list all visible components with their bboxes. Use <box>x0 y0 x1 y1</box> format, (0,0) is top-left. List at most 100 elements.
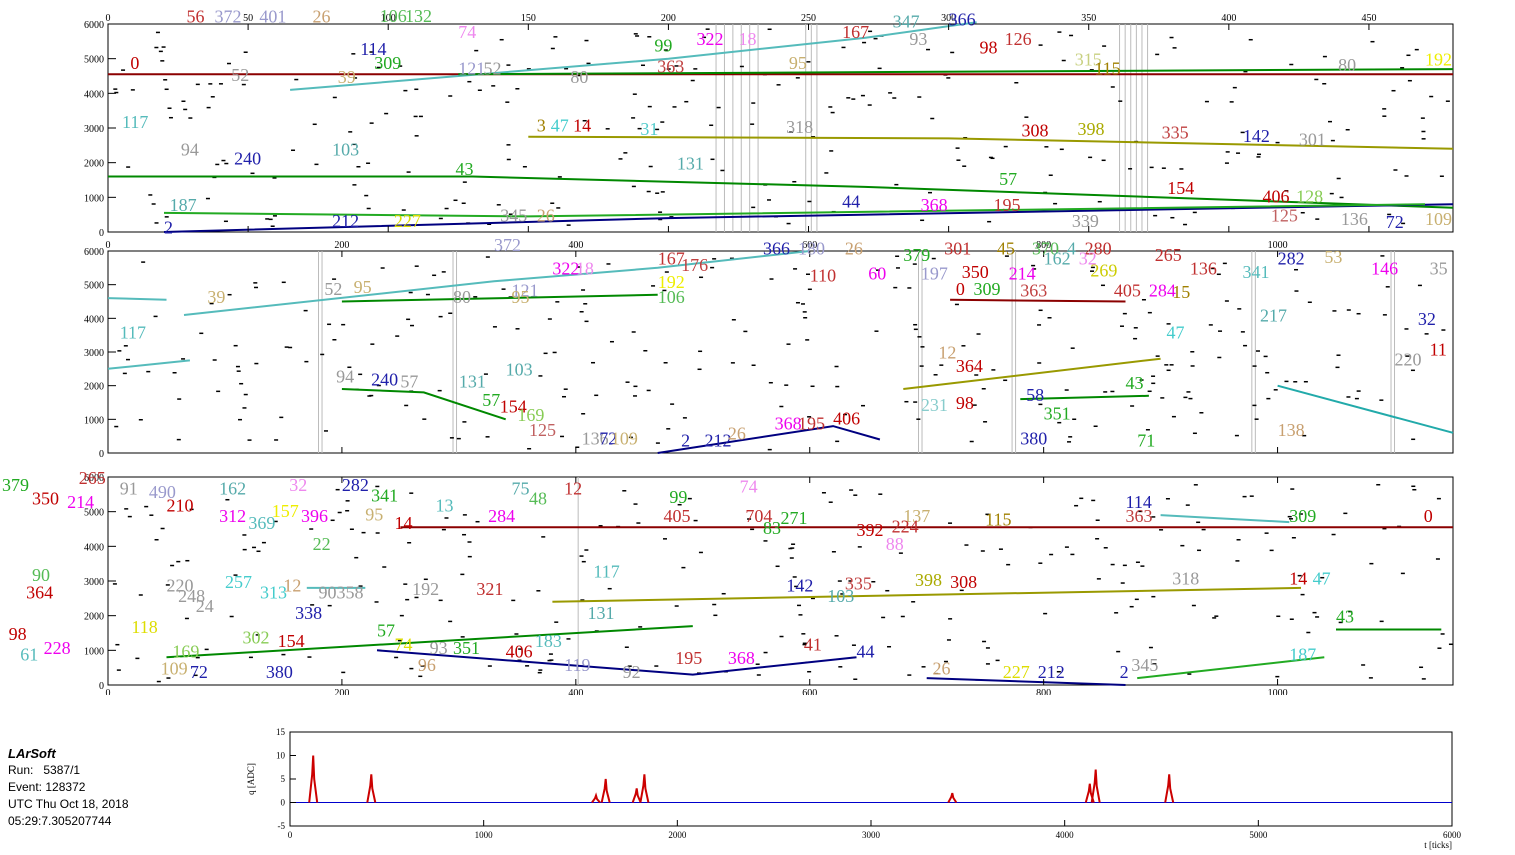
hit-mark <box>1407 79 1412 82</box>
x-tick-label: 0 <box>106 240 111 251</box>
cluster-label: 137 <box>903 506 930 526</box>
hit-mark <box>1420 117 1425 119</box>
hit-mark <box>382 566 387 568</box>
hit-mark <box>1006 563 1011 566</box>
hit-mark <box>729 257 734 260</box>
cluster-label: 121 <box>512 280 539 300</box>
hit-mark <box>1441 329 1446 331</box>
hit-mark <box>631 185 636 188</box>
cluster-label: 341 <box>1242 262 1269 282</box>
track-line <box>107 359 191 370</box>
cluster-label: 301 <box>1299 129 1326 149</box>
hit-mark <box>310 604 315 606</box>
hit-mark <box>138 594 143 596</box>
cluster-label: 265 <box>1155 245 1182 265</box>
hit-mark <box>580 599 585 601</box>
hit-mark <box>235 365 240 368</box>
hit-mark <box>341 323 346 326</box>
hit-mark <box>270 225 275 227</box>
hit-mark <box>651 285 656 287</box>
hit-mark <box>934 672 939 675</box>
hit-mark <box>1385 286 1390 288</box>
hit-mark <box>525 665 530 667</box>
x-tick-label: 300 <box>941 13 956 24</box>
hit-mark <box>1368 677 1373 679</box>
hit-mark <box>467 555 472 558</box>
hit-mark <box>229 615 234 618</box>
hit-mark <box>1234 434 1239 437</box>
hit-mark <box>1343 512 1348 515</box>
hit-mark <box>800 303 805 305</box>
y-tick-label: 0 <box>99 681 104 692</box>
hit-mark <box>1448 643 1453 646</box>
hit-mark <box>1435 558 1440 560</box>
hit-mark <box>238 418 243 421</box>
hit-mark <box>900 615 905 618</box>
hit-mark <box>802 311 807 313</box>
cluster-label: 72 <box>1386 212 1404 232</box>
hit-mark <box>376 384 381 387</box>
y-tick-label: 5000 <box>84 508 104 519</box>
cluster-label: 308 <box>950 572 977 592</box>
cluster-label: 335 <box>1162 122 1189 142</box>
hit-mark <box>684 100 689 103</box>
hit-mark <box>961 345 966 347</box>
track-line <box>1137 656 1325 680</box>
hit-mark <box>894 183 899 186</box>
hit-mark <box>1411 438 1416 441</box>
cluster-label: 240 <box>234 148 261 168</box>
hit-mark <box>1289 518 1294 520</box>
hit-mark <box>982 640 987 643</box>
hit-mark <box>347 366 352 369</box>
hit-mark <box>1338 621 1343 624</box>
hit-mark <box>1257 153 1262 156</box>
hit-mark <box>496 204 501 206</box>
hit-mark <box>635 35 640 37</box>
cluster-label: 83 <box>763 518 781 538</box>
cluster-label: 210 <box>166 496 193 516</box>
cluster-label: 379 <box>903 245 930 265</box>
hit-mark <box>151 203 156 205</box>
hit-mark <box>160 527 165 530</box>
track-line <box>552 586 1302 603</box>
hit-mark <box>225 498 230 501</box>
cluster-label: 154 <box>278 631 305 651</box>
hit-mark <box>1179 168 1184 170</box>
hit-mark <box>739 65 744 68</box>
hit-mark <box>1183 223 1188 226</box>
view-panel-2: 0 1000 2000 3000 4000 5000 6000 0 200 400 600 800 10… <box>0 235 1480 463</box>
cluster-label: 318 <box>786 117 813 137</box>
hit-mark <box>156 680 161 683</box>
x-tick-label: 450 <box>1361 13 1376 24</box>
hit-mark <box>1414 48 1419 51</box>
cluster-label: 136 <box>1341 209 1368 229</box>
event-info: LArSoft Run: 5387/1 Event: 128372 UTC Th… <box>8 745 129 830</box>
hit-mark <box>199 332 204 335</box>
hit-mark <box>807 670 812 673</box>
cluster-label: 338 <box>295 603 322 623</box>
hit-mark <box>716 106 721 109</box>
cluster-label: 12 <box>564 478 582 498</box>
cluster-label: 98 <box>956 393 974 413</box>
hit-mark <box>552 351 557 354</box>
cluster-label: 136 <box>1190 259 1217 279</box>
hit-mark <box>233 344 238 347</box>
hit-mark <box>1208 324 1213 326</box>
x-tick-label: 400 <box>568 688 583 695</box>
hit-mark <box>538 669 543 671</box>
hit-mark <box>1406 54 1411 57</box>
hit-mark <box>674 605 679 607</box>
cluster-label: 74 <box>458 22 476 42</box>
hit-mark <box>579 555 584 557</box>
hit-mark <box>366 207 371 210</box>
hit-mark <box>337 511 342 514</box>
y-tick-label: 2000 <box>84 612 104 623</box>
hit-mark <box>1149 166 1154 169</box>
hit-mark <box>303 309 308 312</box>
hit-mark <box>149 514 154 516</box>
hit-mark <box>985 647 990 649</box>
hit-mark <box>144 505 149 508</box>
hit-mark <box>345 509 350 512</box>
hit-mark <box>862 41 867 44</box>
hit-mark <box>670 403 675 405</box>
